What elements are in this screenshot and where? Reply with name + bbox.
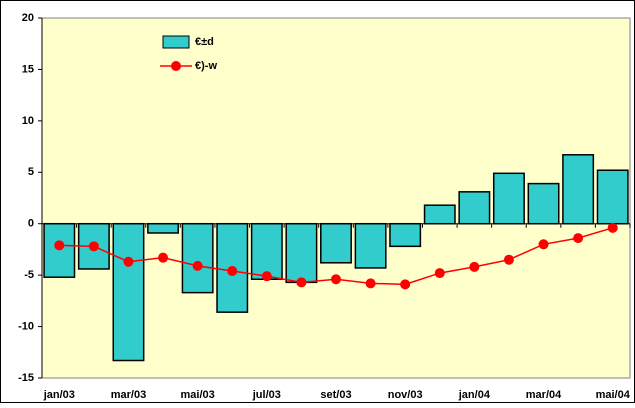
marker	[365, 278, 376, 289]
x-tick-label: jul/03	[252, 389, 281, 401]
bar	[562, 154, 595, 225]
x-tick-label: mar/04	[526, 389, 562, 401]
marker	[227, 266, 238, 277]
marker	[573, 233, 584, 244]
x-tick-label: set/03	[320, 389, 351, 401]
marker	[331, 274, 341, 285]
marker	[400, 279, 411, 290]
legend-label: €)-w	[195, 60, 217, 72]
marker	[434, 268, 445, 279]
bar	[423, 204, 456, 225]
legend-swatch	[171, 61, 181, 71]
bar	[181, 222, 214, 294]
bar	[43, 222, 76, 278]
x-tick-label: mai/04	[596, 389, 631, 401]
x-tick-label: mar/03	[111, 389, 146, 401]
legend-swatch	[162, 35, 190, 49]
bar	[250, 222, 283, 281]
bar	[527, 182, 560, 225]
marker	[538, 239, 549, 250]
marker	[88, 241, 99, 252]
marker	[261, 271, 272, 282]
y-tick-label: 5	[28, 166, 34, 178]
x-tick-label: jan/03	[43, 389, 75, 401]
bar	[492, 172, 525, 225]
marker	[503, 254, 514, 265]
marker	[296, 277, 307, 288]
marker	[54, 240, 65, 251]
marker	[123, 256, 134, 267]
y-tick-label: 0	[28, 218, 34, 230]
y-tick-label: -5	[24, 269, 34, 281]
bar	[285, 222, 318, 284]
bar	[354, 222, 387, 269]
marker	[158, 252, 169, 263]
y-tick-label: -10	[18, 320, 34, 332]
y-tick-label: 10	[22, 115, 34, 127]
bar	[320, 222, 352, 264]
legend-label: €±d	[195, 36, 214, 48]
x-tick-label: nov/03	[388, 389, 423, 401]
bar	[147, 222, 180, 234]
y-tick-label: -15	[18, 372, 34, 384]
marker	[469, 261, 480, 272]
bar	[389, 222, 422, 248]
bar	[596, 169, 629, 225]
y-tick-label: 20	[22, 12, 34, 24]
marker	[192, 260, 203, 271]
bar	[458, 191, 491, 225]
x-tick-label: mai/03	[181, 389, 215, 401]
y-tick-label: 15	[22, 63, 34, 75]
bar	[112, 222, 145, 362]
marker	[607, 222, 618, 233]
x-tick-label: jan/04	[458, 389, 491, 401]
